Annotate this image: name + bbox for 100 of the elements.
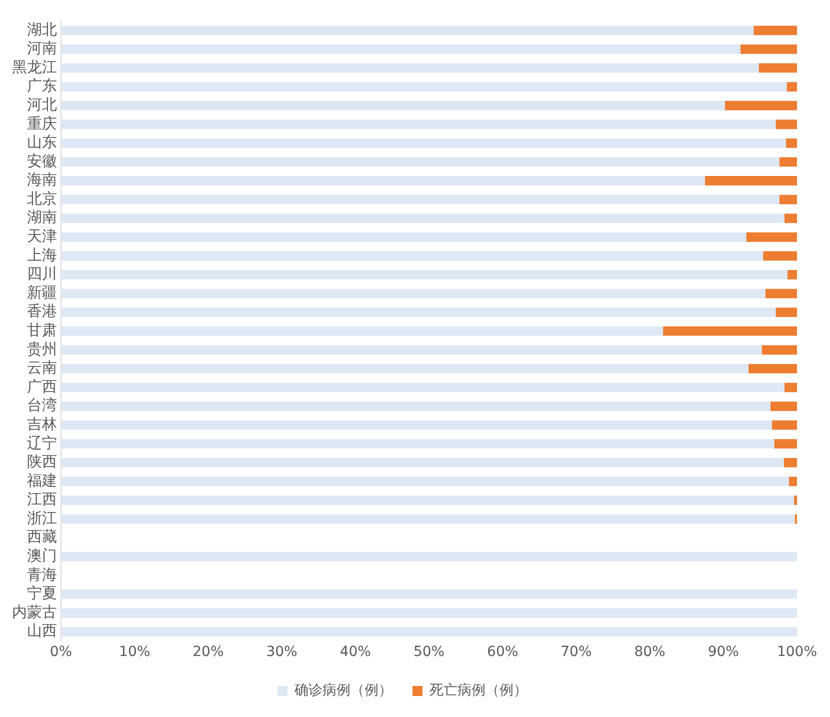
x-tick-label: 50% (413, 644, 445, 660)
bar (763, 251, 797, 261)
bar (61, 326, 664, 336)
y-tick-label: 四川 (27, 264, 57, 283)
y-tick-label: 北京 (27, 189, 57, 208)
x-tick-label: 30% (266, 644, 298, 660)
y-tick-label: 天津 (27, 227, 57, 246)
bar (61, 608, 797, 618)
bar (663, 326, 797, 336)
y-tick-label: 宁夏 (27, 584, 57, 602)
bar (61, 627, 797, 636)
bar (61, 232, 746, 242)
bar (776, 120, 797, 130)
y-tick-label: 陕西 (27, 452, 57, 471)
bar (61, 382, 784, 392)
y-tick-label: 广东 (27, 76, 57, 95)
bar (724, 100, 797, 110)
bar (61, 496, 794, 505)
bar (786, 82, 797, 92)
bar (754, 26, 797, 36)
bar (61, 176, 705, 186)
bar (61, 26, 754, 36)
bar (61, 514, 795, 524)
y-tick-label: 香港 (27, 302, 57, 320)
x-tick-label: 100% (776, 644, 818, 660)
y-tick-label: 黑龙江 (12, 58, 57, 76)
bar (61, 63, 759, 73)
y-tick-label: 江西 (27, 490, 57, 508)
y-tick-label: 安徽 (27, 152, 57, 170)
y-tick-label: 台湾 (27, 396, 57, 414)
bar (61, 100, 725, 110)
y-tick-label: 河北 (27, 95, 57, 114)
legend-label: 死亡病例（例） (430, 682, 528, 699)
y-tick-label: 湖南 (27, 208, 57, 226)
x-tick-label: 90% (708, 644, 739, 660)
y-tick-label: 浙江 (27, 508, 57, 527)
bar (61, 82, 787, 92)
bar (788, 476, 797, 486)
y-tick-label: 广西 (27, 377, 57, 396)
x-tick-label: 60% (487, 644, 518, 660)
bar (705, 176, 797, 186)
bar (61, 270, 788, 280)
bar (61, 552, 797, 562)
bar (784, 382, 797, 392)
bar (61, 308, 776, 318)
bar (740, 44, 797, 54)
bar (61, 194, 780, 204)
bar (786, 138, 797, 148)
bar (61, 214, 784, 224)
bar (61, 439, 774, 449)
y-tick-label: 山西 (27, 622, 57, 640)
y-tick-label: 河南 (27, 39, 57, 58)
y-tick-label: 福建 (27, 471, 57, 490)
bar (772, 420, 797, 430)
y-tick-label: 海南 (27, 170, 57, 189)
bar (746, 232, 797, 242)
bar (758, 63, 797, 73)
bar (61, 44, 740, 54)
bar (762, 345, 797, 355)
bar (748, 364, 797, 374)
bar (61, 138, 786, 148)
bar (794, 496, 797, 505)
bar (61, 458, 784, 468)
y-tick-label: 上海 (27, 246, 57, 264)
y-tick-label: 吉林 (27, 414, 57, 433)
bar (61, 120, 776, 130)
y-tick-label: 贵州 (27, 340, 57, 358)
bar (61, 420, 772, 430)
bar (774, 439, 797, 449)
bar (61, 402, 771, 411)
bar (765, 288, 797, 298)
bar (61, 251, 764, 261)
x-tick-label: 80% (634, 644, 666, 660)
x-tick-label: 70% (560, 644, 592, 660)
bar (784, 458, 797, 468)
x-tick-label: 0% (50, 644, 72, 660)
x-tick-label: 40% (340, 644, 371, 660)
y-tick-label: 澳门 (27, 546, 57, 565)
bar (61, 345, 762, 355)
bar (61, 364, 748, 374)
y-tick-label: 内蒙古 (12, 602, 57, 621)
bar (61, 590, 797, 599)
legend-label: 确诊病例（例） (294, 682, 392, 699)
y-tick-label: 湖北 (27, 20, 57, 38)
bar (61, 157, 780, 167)
y-tick-label: 重庆 (27, 114, 57, 132)
bar (770, 402, 797, 411)
bar (776, 308, 797, 318)
bar (787, 270, 797, 280)
y-tick-label: 云南 (27, 358, 57, 377)
y-tick-label: 甘肃 (27, 320, 57, 339)
y-tick-label: 西藏 (27, 528, 57, 546)
x-tick-label: 10% (119, 644, 150, 660)
y-tick-label: 山东 (27, 133, 57, 152)
y-tick-label: 辽宁 (27, 434, 57, 452)
bar (779, 157, 797, 167)
bar (784, 214, 797, 224)
bar (779, 194, 797, 204)
bar (61, 476, 789, 486)
x-tick-label: 20% (192, 644, 224, 660)
